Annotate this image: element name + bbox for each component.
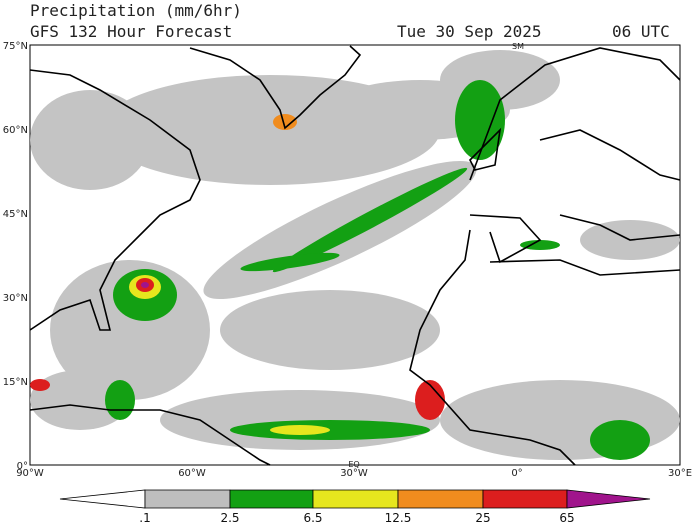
colorbar-label: 65	[559, 511, 574, 525]
lat-label: 15°N	[3, 377, 28, 388]
colorbar-bin	[482, 489, 568, 509]
colorbar-bin	[566, 489, 651, 509]
lat-label: 0°	[17, 461, 28, 472]
colorbar-label: 2.5	[220, 511, 239, 525]
coastlines	[29, 45, 681, 466]
colorbar-label: 25	[475, 511, 490, 525]
colorbar-label: 6.5	[303, 511, 322, 525]
colorbar-label: .1	[139, 511, 150, 525]
title: Precipitation (mm/6hr)	[30, 1, 242, 20]
lon-label: 30°W	[340, 468, 368, 479]
time: 06 UTC	[612, 22, 670, 41]
lat-label: 60°N	[3, 125, 28, 136]
map-mark: EQ	[348, 460, 359, 469]
map-mark: SM	[512, 42, 524, 51]
lat-label: 75°N	[3, 41, 28, 52]
lon-label: 60°W	[178, 468, 206, 479]
lon-label: 30°E	[668, 468, 692, 479]
subtitle: GFS 132 Hour Forecast	[30, 22, 232, 41]
lat-label: 30°N	[3, 293, 28, 304]
colorbar-bin	[144, 489, 231, 509]
colorbar-bin	[229, 489, 314, 509]
map	[29, 44, 681, 466]
lon-label: 0°	[511, 468, 522, 479]
lat-label: 45°N	[3, 209, 28, 220]
date: Tue 30 Sep 2025	[397, 22, 542, 41]
colorbar-bin	[312, 489, 399, 509]
lon-label: 90°W	[16, 468, 44, 479]
colorbar-bin	[397, 489, 484, 509]
heavy-precip	[30, 80, 650, 460]
colorbar-bin	[59, 489, 146, 509]
colorbar-label: 12.5	[385, 511, 412, 525]
